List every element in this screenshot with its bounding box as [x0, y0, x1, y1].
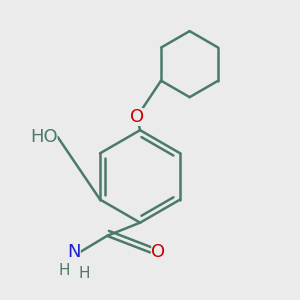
Text: O: O: [151, 243, 165, 261]
Text: H: H: [58, 263, 70, 278]
Text: N: N: [67, 243, 81, 261]
Text: HO: HO: [30, 128, 58, 146]
Text: O: O: [130, 108, 144, 126]
Text: H: H: [78, 266, 90, 281]
